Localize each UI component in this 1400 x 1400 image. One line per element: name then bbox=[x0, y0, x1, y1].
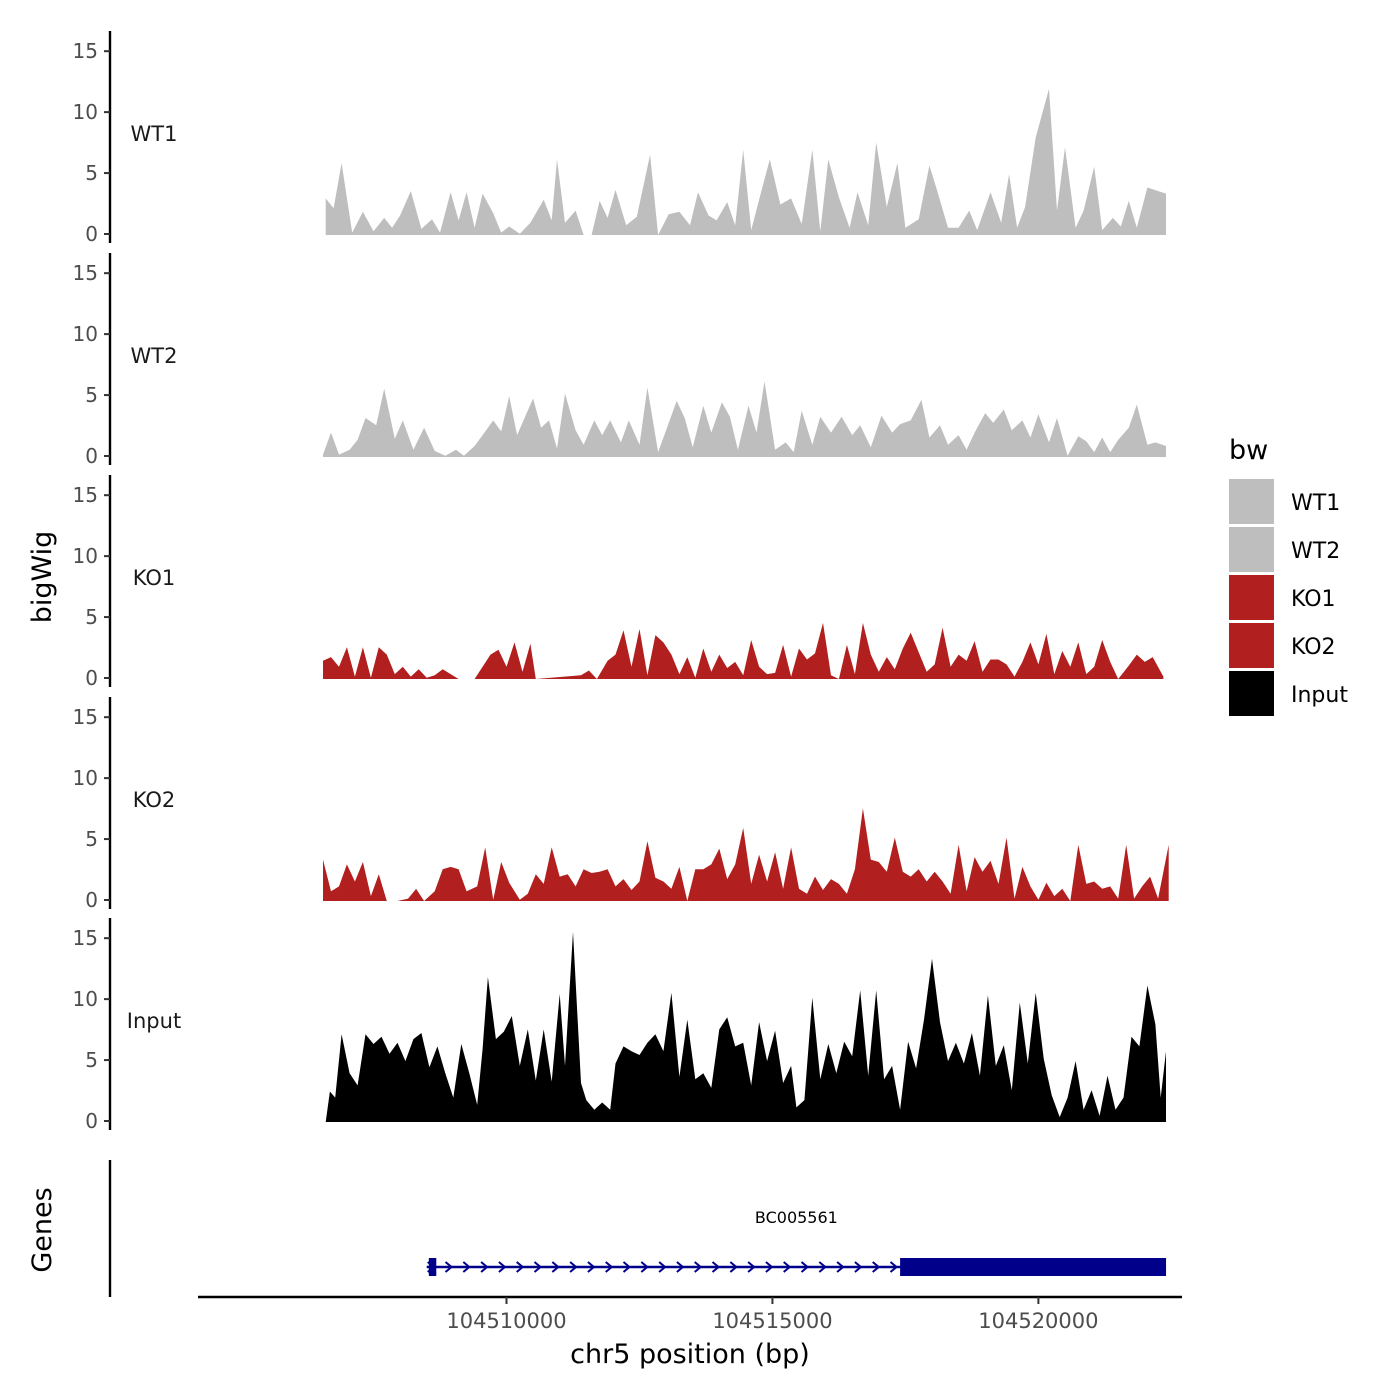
strand-arrow bbox=[694, 1261, 703, 1273]
x-tick-label: 104510000 bbox=[446, 1309, 566, 1333]
y-tick-label: 10 bbox=[73, 100, 98, 124]
strand-arrow bbox=[676, 1261, 685, 1273]
y-tick-label: 10 bbox=[73, 987, 98, 1011]
y-tick-label: 5 bbox=[85, 383, 98, 407]
legend-swatch-ko1 bbox=[1229, 575, 1274, 620]
x-tick-label: 104520000 bbox=[978, 1309, 1098, 1333]
y-tick-label: 0 bbox=[85, 222, 98, 246]
legend-swatch-ko2 bbox=[1229, 623, 1274, 668]
coverage-area-input bbox=[325, 931, 1166, 1122]
strand-arrow bbox=[836, 1261, 845, 1273]
strand-arrow bbox=[800, 1261, 810, 1273]
x-tick-label: 104515000 bbox=[712, 1309, 832, 1333]
legend-label-input: Input bbox=[1291, 683, 1348, 708]
y-tick-label: 15 bbox=[73, 705, 98, 729]
strand-arrow bbox=[569, 1261, 578, 1273]
y-tick-label: 15 bbox=[73, 261, 98, 285]
strand-arrow bbox=[854, 1261, 863, 1273]
legend-title: bw bbox=[1229, 435, 1268, 466]
y-tick-label: 0 bbox=[85, 888, 98, 912]
coverage-area-wt2 bbox=[323, 381, 1166, 457]
track-label: KO1 bbox=[133, 566, 176, 590]
legend-swatch-wt2 bbox=[1229, 527, 1274, 572]
genes-track: BC005561 bbox=[108, 1160, 1167, 1297]
strand-arrow bbox=[711, 1261, 721, 1273]
y-tick-label: 10 bbox=[73, 544, 98, 568]
legend-label-wt1: WT1 bbox=[1291, 491, 1340, 516]
strand-arrow bbox=[480, 1261, 489, 1273]
strand-arrow bbox=[498, 1261, 507, 1273]
genes-axis-title: Genes bbox=[27, 1187, 58, 1272]
y-tick-label: 10 bbox=[73, 766, 98, 790]
strand-arrow bbox=[605, 1261, 614, 1273]
strand-arrow bbox=[462, 1261, 471, 1273]
coverage-area-ko1 bbox=[323, 622, 1164, 679]
track-ko2: 0 5 10 15 KO2 bbox=[73, 697, 1169, 912]
gene-exon bbox=[900, 1258, 1167, 1276]
strand-arrow bbox=[889, 1261, 899, 1273]
y-tick-label: 0 bbox=[85, 666, 98, 690]
strand-arrow bbox=[872, 1261, 881, 1273]
y-tick-label: 5 bbox=[85, 1048, 98, 1072]
track-label: WT1 bbox=[131, 122, 178, 146]
strand-arrow bbox=[729, 1261, 738, 1273]
y-axis-title: bigWig bbox=[27, 531, 58, 624]
track-wt1: 0 5 10 15 WT1 bbox=[73, 31, 1166, 246]
strand-arrow bbox=[640, 1261, 649, 1273]
strand-arrow bbox=[622, 1261, 632, 1273]
legend-label-ko2: KO2 bbox=[1291, 635, 1336, 660]
strand-arrow bbox=[783, 1261, 792, 1273]
gene-exon bbox=[428, 1258, 437, 1276]
legend: bw WT1 WT2 KO1 KO2 Input bbox=[1229, 435, 1348, 716]
strand-arrow bbox=[747, 1261, 756, 1273]
y-tick-label: 15 bbox=[73, 483, 98, 507]
track-label: KO2 bbox=[133, 788, 176, 812]
strand-arrow bbox=[658, 1261, 667, 1273]
legend-label-ko1: KO1 bbox=[1291, 587, 1336, 612]
y-tick-label: 5 bbox=[85, 827, 98, 851]
track-wt2: 0 5 10 15 WT2 bbox=[73, 253, 1166, 468]
coverage-area-wt1 bbox=[325, 88, 1166, 235]
y-tick-label: 0 bbox=[85, 444, 98, 468]
x-axis-title: chr5 position (bp) bbox=[570, 1339, 810, 1370]
strand-arrow bbox=[765, 1261, 774, 1273]
y-tick-label: 5 bbox=[85, 605, 98, 629]
legend-swatch-wt1 bbox=[1229, 479, 1274, 524]
x-axis: 104510000 104515000 104520000 bbox=[198, 1295, 1182, 1333]
track-label: WT2 bbox=[131, 344, 178, 368]
strand-arrow bbox=[818, 1261, 827, 1273]
strand-arrow bbox=[533, 1261, 543, 1273]
legend-label-wt2: WT2 bbox=[1291, 539, 1340, 564]
y-tick-label: 10 bbox=[73, 322, 98, 346]
legend-swatch-input bbox=[1229, 671, 1274, 716]
bigwig-tracks: 0 5 10 15 WT1 0 5 10 15 WT2 0 5 10 15 KO1 0 5 10 15 KO2 0 5 10… bbox=[73, 31, 1169, 1133]
coverage-area-ko2 bbox=[323, 808, 1169, 901]
track-label: Input bbox=[127, 1009, 181, 1033]
y-tick-label: 0 bbox=[85, 1109, 98, 1133]
gene-label: BC005561 bbox=[755, 1208, 838, 1227]
strand-arrow bbox=[587, 1261, 596, 1273]
strand-arrow bbox=[516, 1261, 525, 1273]
track-input: 0 5 10 15 Input bbox=[73, 918, 1166, 1133]
y-tick-label: 15 bbox=[73, 39, 98, 63]
strand-arrow bbox=[551, 1261, 560, 1273]
strand-arrow bbox=[444, 1261, 454, 1273]
y-tick-label: 5 bbox=[85, 161, 98, 185]
track-ko1: 0 5 10 15 KO1 bbox=[73, 475, 1164, 690]
y-tick-label: 15 bbox=[73, 926, 98, 950]
